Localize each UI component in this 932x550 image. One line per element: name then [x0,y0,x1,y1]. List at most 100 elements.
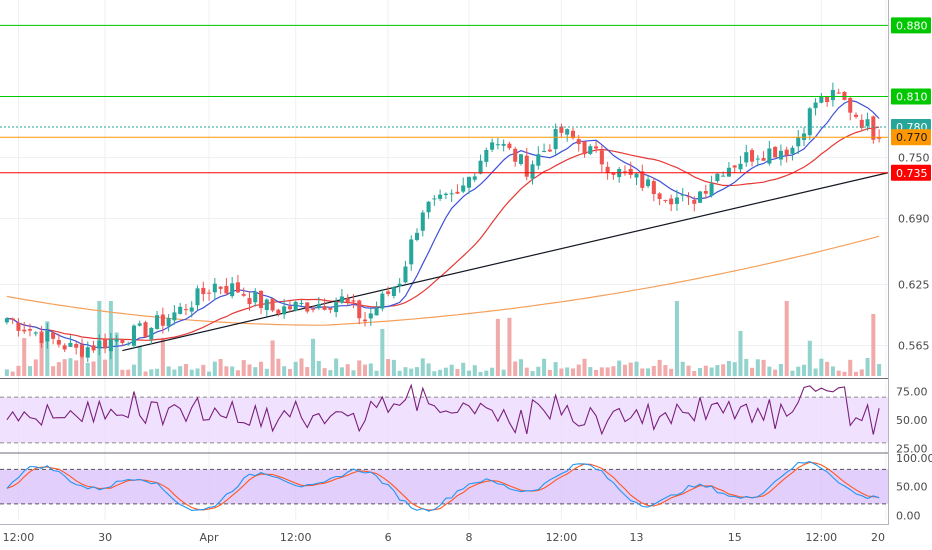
candle-body [4,318,9,323]
candle-body [426,201,431,213]
candle-body [391,287,396,297]
slow-moving-average [6,235,880,326]
volume-bar [778,363,783,376]
volume-bar [750,367,755,376]
candle-body [738,163,743,170]
volume-bar [692,371,697,376]
volume-bar [686,365,691,376]
volume-bar [16,365,21,376]
stochastic-panel[interactable] [0,461,888,512]
volume-bar [345,364,350,376]
price-axis[interactable]: 0.8800.8100.7800.7700.7500.7350.6900.625… [888,0,932,550]
candle-body [813,102,818,109]
time-tick-label: 15 [728,531,742,544]
volume-bar [131,364,136,376]
time-tick-label: 12:00 [3,531,35,544]
candle-body [178,306,183,314]
volume-bar [85,362,90,376]
candle-body [149,327,154,340]
volume-bar [472,365,477,376]
candle-body [709,183,714,196]
candle-body [680,194,685,196]
volume-bar [640,368,645,376]
volume-bar [426,363,431,376]
resistance-0810-badge [891,88,931,105]
volume-bar [22,338,27,376]
volume-bar [10,371,15,376]
volume-bar [836,370,841,376]
volume-bar [819,358,824,376]
candle-body [582,141,587,155]
candle-body [207,292,212,294]
volume-bar [732,362,737,376]
volume-bar [680,361,685,376]
volume-bar [674,301,679,376]
candle-body [495,144,500,146]
candle-body [449,193,454,195]
volume-bar [374,370,379,376]
candle-body [536,154,541,166]
volume-bar [438,369,443,376]
candle-body [501,143,506,146]
candle-body [472,176,477,180]
volume-bar [848,359,853,376]
volume-bar [299,358,304,376]
rsi-panel[interactable] [0,383,888,444]
volume-bar [536,366,541,376]
time-axis[interactable]: 12:00 30 Apr 12:00 6 8 12:00 13 15 12:00 20 [3,531,885,544]
volume-bar [322,368,327,376]
candle-body [438,194,443,199]
candle-body [212,283,217,293]
candle-body [865,119,870,127]
volume-bar [328,370,333,376]
candle-body [120,339,125,343]
volume-bar [825,361,830,376]
volume-bar [386,359,391,376]
volume-bar [409,368,414,376]
candle-body [518,154,524,164]
candle-body [807,108,812,136]
volume-bar [461,362,466,376]
candle-body [126,343,131,345]
volume-bar [501,369,506,376]
volume-bar [657,359,662,376]
candle-body [85,347,90,358]
volume-bar [178,366,183,376]
candle-body [669,198,674,205]
volume-bar [183,364,188,376]
candle-body [830,89,835,101]
volume-bar [703,365,708,376]
volume-bar [155,368,160,376]
volume-bar [634,361,639,376]
candle-body [311,308,316,310]
volume-bar [56,362,61,376]
volume-bar [212,361,217,376]
candle-body [663,199,668,201]
volume-bar [518,359,524,376]
candle-body [79,344,85,357]
volume-bar [744,358,749,376]
volume-bar [755,359,760,376]
trendline [122,172,889,352]
volume-bar [594,369,599,376]
candle-body [270,298,275,311]
candle-body [842,91,847,100]
volume-bar [230,366,235,376]
volume-bar [62,359,67,376]
rsi-tick-label: 50.00 [896,414,928,427]
volume-bar [449,364,454,376]
volume-bar [276,358,281,376]
candle-body [455,191,460,194]
volume-bar [235,370,240,376]
candle-body [68,342,73,347]
volume-bar [773,369,778,376]
candle-body [825,96,830,103]
candle-body [778,150,783,160]
price-tick-label: 0.690 [898,212,930,225]
volume-bar [530,371,535,376]
volume-bar [576,364,581,376]
volume-bar [68,358,73,376]
candle-body [530,164,535,179]
price-panel[interactable] [0,24,889,376]
volume-bar [160,337,165,376]
